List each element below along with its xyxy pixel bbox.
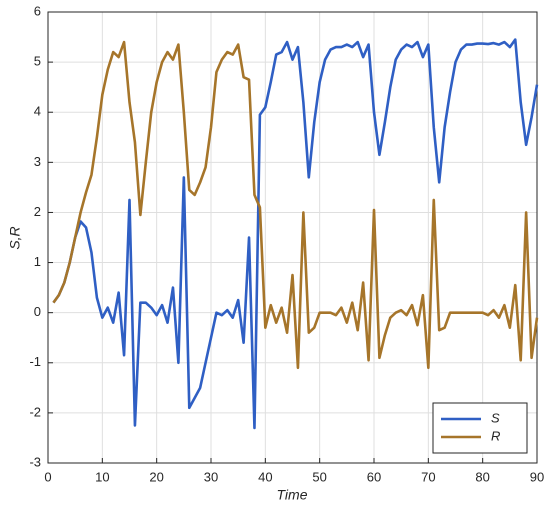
legend-box <box>432 402 528 454</box>
y-tick-label: -1 <box>29 354 41 369</box>
y-tick-label: 0 <box>34 304 41 319</box>
x-axis-label: Time <box>277 487 308 503</box>
y-tick-label: -2 <box>29 404 41 419</box>
x-tick-label: 90 <box>530 469 544 484</box>
y-axis-label: S,R <box>7 226 23 249</box>
x-tick-label: 70 <box>421 469 435 484</box>
legend-label: S <box>491 410 500 425</box>
x-tick-label: 30 <box>204 469 218 484</box>
y-tick-label: 4 <box>34 104 41 119</box>
x-tick-label: 80 <box>475 469 489 484</box>
y-tick-label: 3 <box>34 154 41 169</box>
x-tick-label: 40 <box>258 469 272 484</box>
x-tick-label: 0 <box>44 469 51 484</box>
x-tick-label: 20 <box>149 469 163 484</box>
series-line <box>52 40 539 370</box>
y-tick-label: 1 <box>34 254 41 269</box>
y-tick-label: 5 <box>34 54 41 69</box>
series-line <box>52 38 539 430</box>
x-tick-label: 60 <box>367 469 381 484</box>
x-tick-label: 10 <box>95 469 109 484</box>
plot-frame <box>47 11 538 464</box>
x-tick-label: 50 <box>312 469 326 484</box>
y-tick-label: 6 <box>34 3 41 18</box>
y-tick-label: -3 <box>29 454 41 469</box>
y-tick-label: 2 <box>34 204 41 219</box>
legend-label: R <box>491 428 500 443</box>
